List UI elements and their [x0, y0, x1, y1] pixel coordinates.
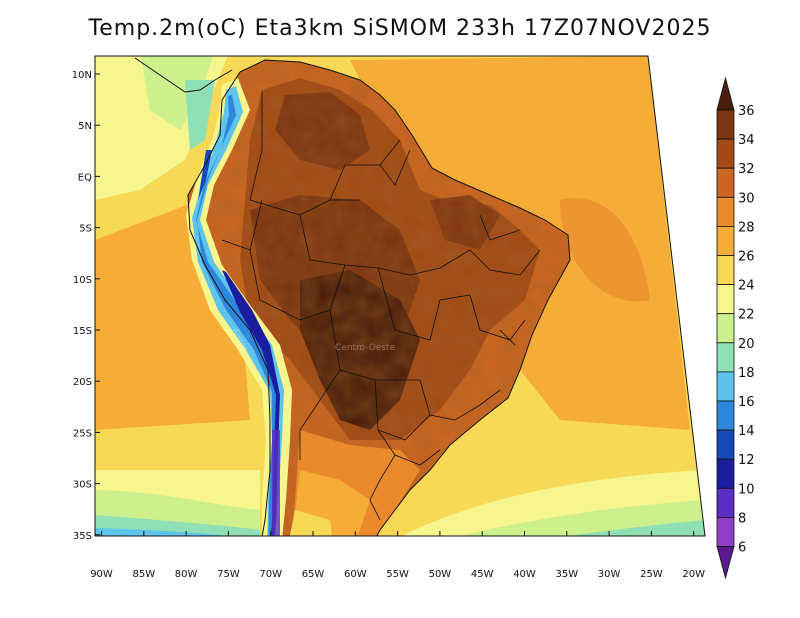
- lon-label: 25W: [640, 569, 663, 580]
- lon-label: 40W: [513, 569, 536, 580]
- lat-label: 25S: [73, 428, 92, 439]
- lon-label: 65W: [302, 569, 325, 580]
- lat-label: 5S: [79, 224, 92, 235]
- colorbar-level-label: 18: [738, 366, 755, 381]
- map-field: [95, 56, 705, 536]
- lon-label: 90W: [90, 569, 113, 580]
- map-axes: 10N 5N EQ 5S 10S 15S 20S 25S 30S 35S 90W 85W 80W 75W 7…: [72, 70, 705, 580]
- colorbar: 36 34 32 30 28 26 24 22 20 18 16 14 12 10 8 6: [716, 76, 755, 580]
- lat-label: 35S: [73, 531, 92, 542]
- colorbar-level-label: 12: [738, 453, 755, 468]
- colorbar-level-label: 34: [738, 133, 755, 148]
- lon-label: 55W: [386, 569, 409, 580]
- colorbar-band: [716, 313, 735, 344]
- lat-label: 20S: [73, 377, 92, 388]
- colorbar-level-label: 16: [738, 395, 755, 410]
- lon-label: 50W: [429, 569, 452, 580]
- colorbar-band: [716, 109, 735, 140]
- colorbar-level-label: 10: [738, 482, 755, 497]
- colorbar-level-label: 36: [738, 104, 755, 119]
- colorbar-level-label: 26: [738, 250, 755, 265]
- colorbar-level-label: 32: [738, 162, 755, 177]
- colorbar-overflow-top: [716, 76, 735, 111]
- colorbar-band: [716, 255, 735, 286]
- lon-label: 85W: [132, 569, 155, 580]
- country-borders: [221, 92, 541, 521]
- lon-label: 80W: [175, 569, 198, 580]
- lat-label: 10N: [72, 70, 92, 81]
- colorbar-level-label: 22: [738, 308, 755, 323]
- andes-cold-strip: [186, 78, 292, 536]
- colorbar-band: [716, 458, 735, 489]
- lon-label: 35W: [555, 569, 578, 580]
- lon-label: 75W: [217, 569, 240, 580]
- lat-label: EQ: [78, 172, 92, 183]
- colorbar-band: [716, 342, 735, 373]
- hot-region-label: Centro-Oeste: [335, 343, 396, 353]
- lon-label: 20W: [682, 569, 705, 580]
- colorbar-band: [716, 517, 735, 547]
- colorbar-band: [716, 167, 735, 198]
- lon-label: 70W: [259, 569, 282, 580]
- colorbar-band: [716, 400, 735, 431]
- colorbar-band: [716, 225, 735, 256]
- lon-label: 45W: [471, 569, 494, 580]
- map-frame: [94, 55, 706, 537]
- colorbar-level-label: 28: [738, 220, 755, 235]
- colorbar-level-label: 14: [738, 424, 755, 439]
- lon-label: 60W: [344, 569, 367, 580]
- lat-label: 30S: [73, 480, 92, 491]
- colorbar-level-label: 8: [738, 511, 746, 526]
- lon-label: 30W: [598, 569, 621, 580]
- colorbar-band: [716, 429, 735, 460]
- colorbar-level-label: 30: [738, 191, 755, 206]
- colorbar-level-label: 20: [738, 337, 755, 352]
- colorbar-band: [716, 487, 735, 518]
- colorbar-band: [716, 284, 735, 315]
- colorbar-level-label: 24: [738, 279, 755, 294]
- colorbar-band: [716, 371, 735, 402]
- colorbar-overflow-bottom: [716, 546, 735, 580]
- colorbar-level-label: 6: [738, 541, 746, 556]
- map-title: Temp.2m(oC) Eta3km SiSMOM 233h 17Z07NOV2…: [88, 16, 712, 41]
- colorbar-band: [716, 138, 735, 169]
- lat-label: 5N: [78, 121, 92, 132]
- lat-label: 15S: [73, 326, 92, 337]
- colorbar-band: [716, 196, 735, 227]
- lat-label: 10S: [73, 275, 92, 286]
